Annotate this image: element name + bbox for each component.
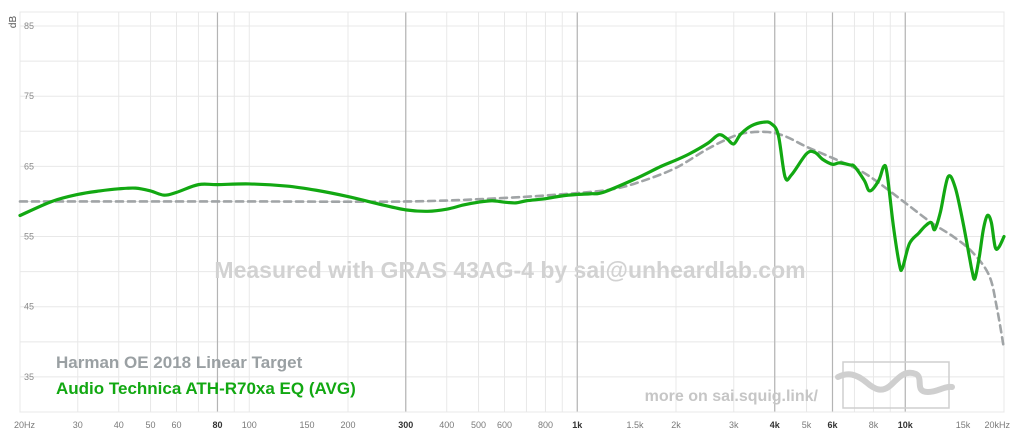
y-tick-label: 65 (24, 161, 34, 171)
y-tick-label: 75 (24, 91, 34, 101)
watermark: Measured with GRAS 43AG-4 by sai@unheard… (214, 257, 805, 283)
x-tick-label: 60 (171, 420, 181, 430)
y-axis-label: dB (8, 16, 19, 29)
x-tick-label: 10k (898, 420, 914, 430)
x-tick-label: 3k (729, 420, 739, 430)
footer-link[interactable]: more on sai.squig.link/ (645, 388, 819, 405)
x-tick-label: 500 (471, 420, 486, 430)
x-tick-label: 150 (300, 420, 315, 430)
x-tick-label: 20Hz (14, 420, 36, 430)
y-tick-label: 55 (24, 232, 34, 242)
x-tick-label: 100 (242, 420, 257, 430)
x-tick-label: 20kHz (984, 420, 1010, 430)
x-tick-label: 200 (340, 420, 355, 430)
legend: Harman OE 2018 Linear Target Audio Techn… (56, 353, 356, 398)
legend-target-label: Harman OE 2018 Linear Target (56, 353, 303, 372)
x-tick-label: 8k (869, 420, 879, 430)
x-tick-label: 800 (538, 420, 553, 430)
y-axis: dB 35 45 55 65 75 85 (8, 16, 34, 382)
x-tick-label: 40 (114, 420, 124, 430)
x-tick-label: 1k (572, 420, 583, 430)
series-layer (18, 120, 1006, 351)
x-tick-label: 4k (770, 420, 781, 430)
plot-frame (19, 11, 1005, 413)
x-tick-label: 600 (497, 420, 512, 430)
x-tick-label: 5k (802, 420, 812, 430)
x-tick-label: 400 (439, 420, 454, 430)
grid (19, 11, 1005, 413)
y-tick-label: 45 (24, 302, 34, 312)
x-tick-label: 15k (956, 420, 971, 430)
squig-logo-icon (835, 361, 955, 409)
series-line-target (18, 130, 1006, 351)
x-tick-label: 1.5k (627, 420, 645, 430)
x-tick-label: 50 (146, 420, 156, 430)
x-tick-label: 80 (212, 420, 222, 430)
x-axis: 20Hz 30 40 50 60 80 100 150 200 300 400 500 600 800 1k… (14, 420, 1010, 430)
legend-measurement-label: Audio Technica ATH-R70xa EQ (AVG) (56, 379, 356, 398)
x-tick-label: 300 (398, 420, 413, 430)
x-tick-label: 6k (827, 420, 838, 430)
x-tick-label: 2k (671, 420, 681, 430)
x-tick-label: 30 (73, 420, 83, 430)
series-line-measurement (18, 120, 1006, 281)
y-tick-label: 85 (24, 21, 34, 31)
y-tick-label: 35 (24, 372, 34, 382)
